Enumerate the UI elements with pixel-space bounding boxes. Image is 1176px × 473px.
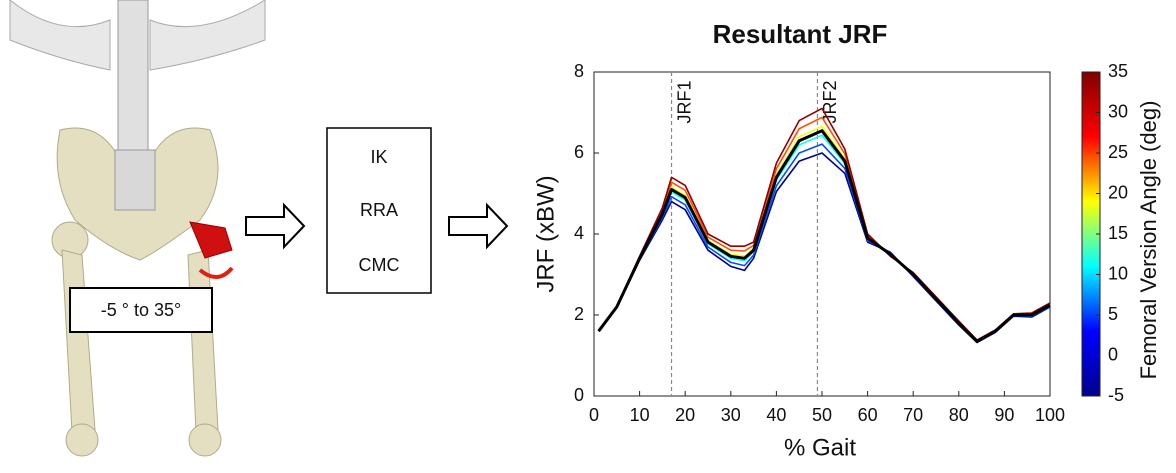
x-tick-label: 80 <box>949 405 969 425</box>
y-tick-label: 4 <box>574 223 584 243</box>
colorbar-tick-label: 5 <box>1108 304 1118 324</box>
reference-label: JRF2 <box>820 80 840 123</box>
x-tick-label: 60 <box>858 405 878 425</box>
colorbar-tick-label: -5 <box>1108 385 1124 405</box>
reference-label: JRF1 <box>674 80 694 123</box>
range-box <box>69 287 213 333</box>
y-tick-label: 2 <box>574 304 584 324</box>
x-tick-label: 0 <box>589 405 599 425</box>
x-tick-label: 40 <box>766 405 786 425</box>
y-tick-label: 8 <box>574 61 584 81</box>
colorbar-tick-label: 20 <box>1108 182 1128 202</box>
x-tick-label: 20 <box>675 405 695 425</box>
colorbar-tick-label: 25 <box>1108 142 1128 162</box>
colorbar-tick-label: 0 <box>1108 344 1118 364</box>
colorbar-tick-label: 35 <box>1108 61 1128 81</box>
x-axis-label: % Gait <box>784 434 856 461</box>
step-label: CMC <box>359 255 400 275</box>
x-tick-label: 30 <box>721 405 741 425</box>
range-label: -5 ° to 35° <box>101 300 181 320</box>
x-tick-label: 50 <box>812 405 832 425</box>
x-tick-label: 10 <box>630 405 650 425</box>
x-tick-label: 100 <box>1035 405 1065 425</box>
x-tick-label: 70 <box>903 405 923 425</box>
y-axis-label: JRF (xBW) <box>532 175 559 292</box>
x-tick-label: 90 <box>994 405 1014 425</box>
arrow <box>245 202 306 250</box>
series-line <box>597 129 1051 343</box>
steps-box <box>326 127 432 294</box>
colorbar-tick-label: 15 <box>1108 223 1128 243</box>
step-label: IK <box>370 147 387 167</box>
chart-title: Resultant JRF <box>713 19 888 49</box>
colorbar-tick-label: 10 <box>1108 263 1128 283</box>
y-tick-label: 6 <box>574 142 584 162</box>
step-label: RRA <box>360 200 398 220</box>
y-tick-label: 0 <box>574 385 584 405</box>
colorbar-label: Femoral Version Angle (deg) <box>1136 101 1161 380</box>
arrow <box>448 202 509 250</box>
colorbar-tick-label: 30 <box>1108 101 1128 121</box>
skeleton-illustration <box>9 0 266 457</box>
